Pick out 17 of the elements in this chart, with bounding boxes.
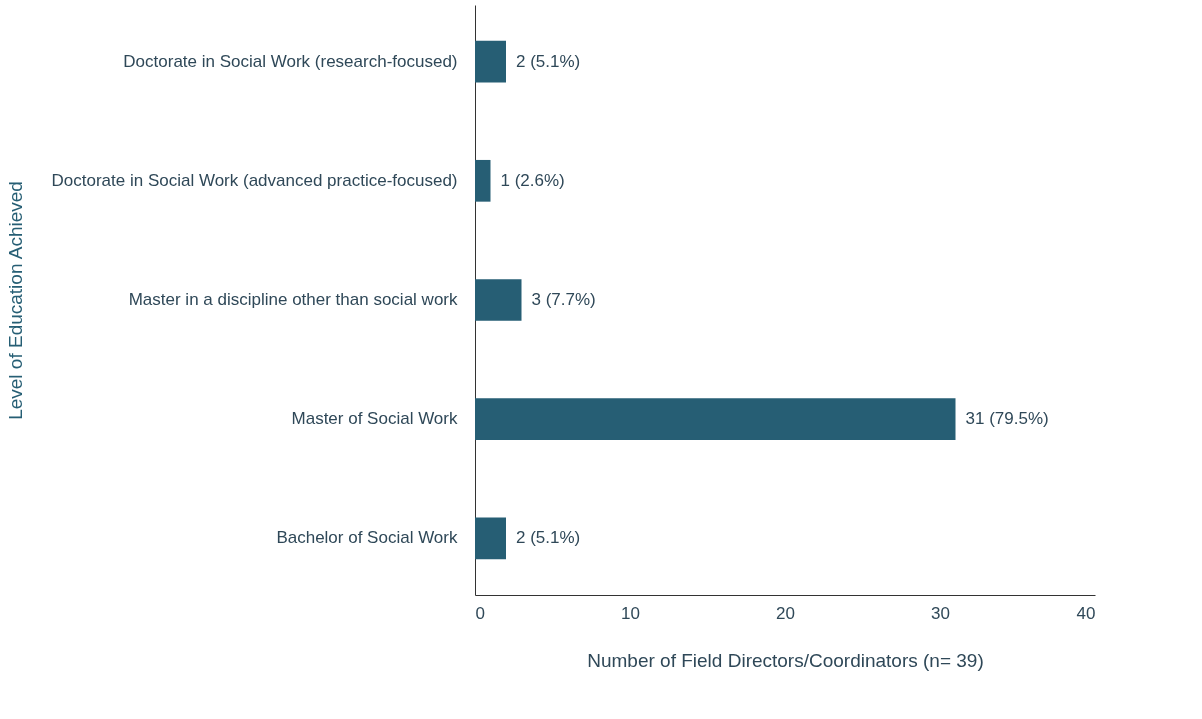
x-tick-label: 20 xyxy=(776,603,795,623)
y-axis-title: Level of Education Achieved xyxy=(4,181,26,420)
data-label: 1 (2.6%) xyxy=(500,170,565,190)
x-tick-label: 40 xyxy=(1076,603,1096,623)
data-label: 31 (79.5%) xyxy=(965,409,1049,429)
y-tick-label: Master of Social Work xyxy=(291,409,458,429)
y-tick-label: Bachelor of Social Work xyxy=(276,528,458,548)
x-tick-label: 10 xyxy=(621,603,640,623)
x-axis-title: Number of Field Directors/Coordinators (n= 39) xyxy=(587,649,984,671)
y-tick-label: Doctorate in Social Work (advanced practice-focused) xyxy=(51,170,458,190)
data-label: 2 (5.1%) xyxy=(516,51,581,71)
y-tick-label: Master in a discipline other than social work xyxy=(128,290,458,309)
data-label: 3 (7.7%) xyxy=(531,290,596,309)
data-label: 2 (5.1%) xyxy=(516,528,581,548)
x-tick-label: 0 xyxy=(475,603,485,623)
x-tick-label: 30 xyxy=(931,603,950,623)
y-tick-label: Doctorate in Social Work (research-focused) xyxy=(123,51,458,71)
